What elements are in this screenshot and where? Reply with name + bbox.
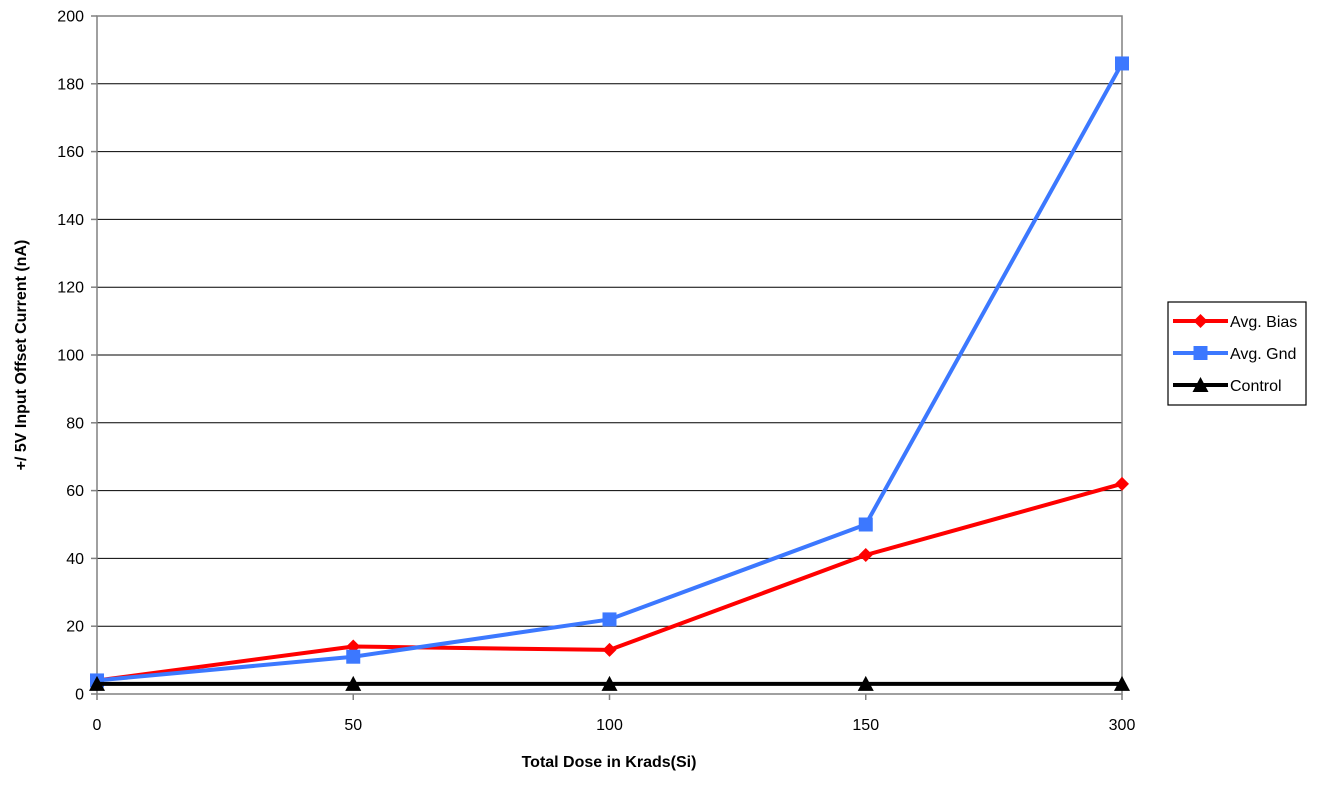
x-tick-label: 50 bbox=[344, 717, 362, 734]
legend-marker bbox=[1193, 346, 1208, 360]
data-point-avg-gnd bbox=[1115, 56, 1129, 71]
y-axis-title: +/ 5V Input Offset Current (nA) bbox=[13, 240, 30, 471]
y-tick-label: 100 bbox=[57, 348, 84, 365]
y-tick-label: 20 bbox=[66, 619, 84, 636]
axes: 0 20 40 60 80 100 120 140 160 180 200 0 50 100 150 300 bbox=[57, 9, 1135, 735]
data-point-control bbox=[601, 675, 618, 691]
data-point-avg-gnd bbox=[602, 612, 617, 627]
x-tick-label: 100 bbox=[596, 717, 623, 734]
y-tick-label: 180 bbox=[57, 76, 84, 93]
data-point-avg-gnd bbox=[858, 517, 873, 532]
y-tick-label: 140 bbox=[57, 212, 84, 229]
y-tick-label: 0 bbox=[75, 687, 84, 704]
series-lines bbox=[89, 56, 1130, 691]
y-tick-label: 160 bbox=[57, 144, 84, 161]
x-axis-title: Total Dose in Krads(Si) bbox=[522, 754, 697, 771]
legend-label: Avg. Bias bbox=[1230, 314, 1297, 331]
legend-marker bbox=[1192, 377, 1209, 392]
gridlines bbox=[97, 83, 1122, 627]
legend: Avg. Bias Avg. Gnd Control bbox=[1167, 301, 1307, 406]
y-tick-label: 40 bbox=[66, 551, 84, 568]
y-tick-label: 200 bbox=[57, 9, 84, 26]
x-tick-label: 0 bbox=[93, 717, 102, 734]
legend-marker bbox=[1193, 314, 1208, 328]
x-tick-label: 300 bbox=[1109, 717, 1136, 734]
x-tick-label: 150 bbox=[852, 717, 879, 734]
y-tick-label: 60 bbox=[66, 483, 84, 500]
data-point-avg-bias bbox=[858, 548, 873, 563]
y-tick-label: 80 bbox=[66, 415, 84, 432]
data-point-avg-bias bbox=[1115, 476, 1129, 491]
series-line-avg-gnd bbox=[96, 62, 1124, 683]
y-tick-label: 120 bbox=[57, 280, 84, 297]
data-point-avg-gnd bbox=[346, 649, 361, 664]
data-point-avg-bias bbox=[602, 642, 617, 657]
data-point-control bbox=[89, 675, 105, 691]
data-point-control bbox=[1114, 675, 1130, 691]
data-point-control bbox=[345, 675, 362, 691]
legend-label: Control bbox=[1230, 378, 1282, 395]
legend-label: Avg. Gnd bbox=[1230, 346, 1296, 363]
data-point-control bbox=[857, 675, 874, 691]
